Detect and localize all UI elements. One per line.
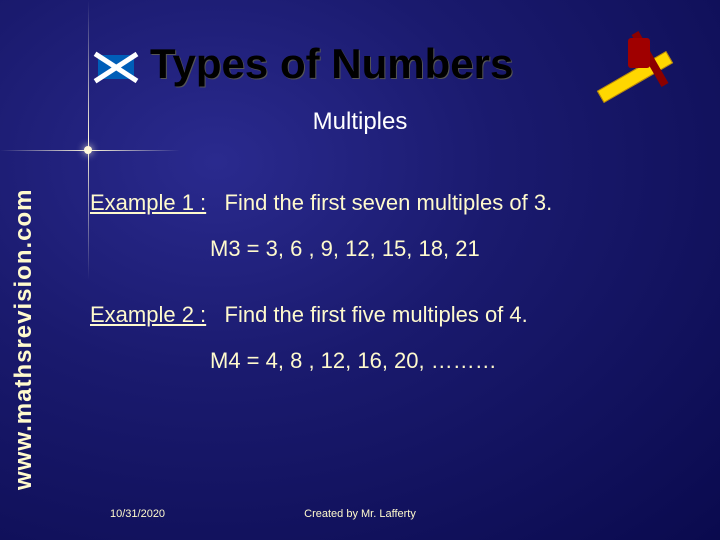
example-2: Example 2 : Find the first five multiple… <box>90 302 690 328</box>
example-2-label: Example 2 : <box>90 302 206 327</box>
scotland-flag-icon <box>98 55 134 79</box>
example-1-prompt: Find the first seven multiples of 3. <box>225 190 553 215</box>
website-label: www.mathsrevision.com <box>10 188 38 490</box>
page-title: Types of Numbers <box>150 40 513 88</box>
example-1: Example 1 : Find the first seven multipl… <box>90 190 690 216</box>
corner-decoration <box>590 20 690 120</box>
content-area: Example 1 : Find the first seven multipl… <box>90 190 690 414</box>
example-1-label: Example 1 : <box>90 190 206 215</box>
decoration-star-center <box>84 146 92 154</box>
decoration-star-vertical <box>88 0 89 280</box>
example-2-answer: M4 = 4, 8 , 12, 16, 20, ……… <box>210 348 690 374</box>
example-1-answer: M3 = 3, 6 , 9, 12, 15, 18, 21 <box>210 236 690 262</box>
example-2-prompt: Find the first five multiples of 4. <box>225 302 528 327</box>
footer-author: Created by Mr. Lafferty <box>0 508 720 520</box>
dynamite-icon <box>628 38 650 68</box>
